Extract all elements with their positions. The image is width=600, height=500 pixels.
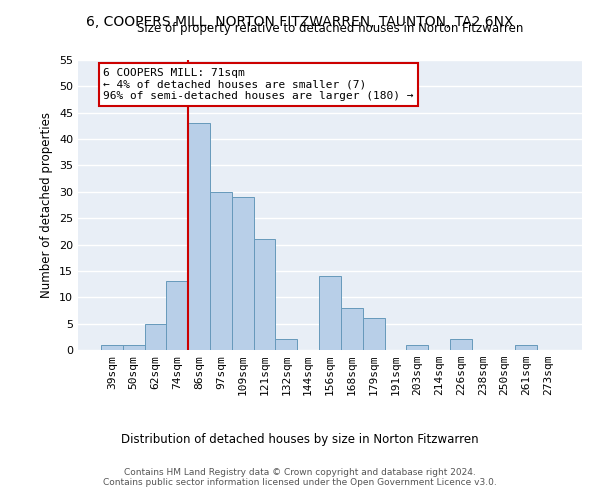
Bar bbox=[232, 197, 254, 350]
Text: Distribution of detached houses by size in Norton Fitzwarren: Distribution of detached houses by size … bbox=[121, 434, 479, 446]
Text: 6 COOPERS MILL: 71sqm
← 4% of detached houses are smaller (7)
96% of semi-detach: 6 COOPERS MILL: 71sqm ← 4% of detached h… bbox=[103, 68, 413, 101]
Bar bbox=[515, 344, 537, 350]
Bar bbox=[145, 324, 166, 350]
Text: Contains public sector information licensed under the Open Government Licence v3: Contains public sector information licen… bbox=[103, 478, 497, 487]
Bar bbox=[254, 240, 275, 350]
Bar bbox=[450, 340, 472, 350]
Text: 6, COOPERS MILL, NORTON FITZWARREN, TAUNTON, TA2 6NX: 6, COOPERS MILL, NORTON FITZWARREN, TAUN… bbox=[86, 15, 514, 29]
Bar bbox=[406, 344, 428, 350]
Bar bbox=[319, 276, 341, 350]
Text: Contains HM Land Registry data © Crown copyright and database right 2024.: Contains HM Land Registry data © Crown c… bbox=[124, 468, 476, 477]
Bar bbox=[166, 282, 188, 350]
Y-axis label: Number of detached properties: Number of detached properties bbox=[40, 112, 53, 298]
Bar bbox=[188, 124, 210, 350]
Bar bbox=[123, 344, 145, 350]
Bar bbox=[363, 318, 385, 350]
Title: Size of property relative to detached houses in Norton Fitzwarren: Size of property relative to detached ho… bbox=[137, 22, 523, 35]
Bar bbox=[341, 308, 363, 350]
Bar bbox=[210, 192, 232, 350]
Bar bbox=[101, 344, 123, 350]
Bar bbox=[275, 340, 297, 350]
